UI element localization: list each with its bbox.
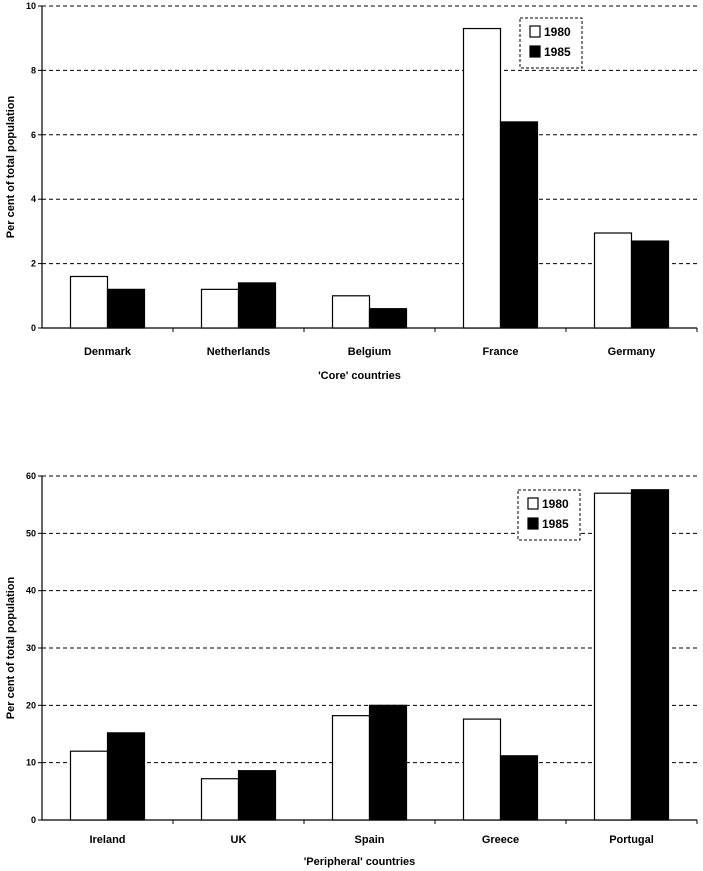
bar-1980-portugal — [593, 492, 633, 821]
bar-1980-netherlands — [200, 288, 240, 329]
category-label: Germany — [608, 346, 657, 358]
bar-1985-belgium — [368, 308, 408, 329]
y-tick-label: 0 — [31, 815, 36, 825]
y-tick-label: 8 — [31, 65, 36, 75]
bar-1980-greece — [462, 718, 502, 821]
bar-1980-belgium — [331, 295, 371, 329]
bar-1985-germany — [630, 240, 670, 329]
y-tick-label: 60 — [26, 471, 36, 481]
bar-1985-netherlands — [237, 282, 277, 329]
y-tick-label: 20 — [26, 700, 36, 710]
chart-core: 0 2 4 6 8 10 Denmark Netherlands Belgium France Ge… — [5, 1, 698, 382]
y-axis-label: Per cent of total population — [5, 577, 17, 720]
bar-1980-germany — [593, 232, 633, 329]
category-label: Belgium — [348, 346, 392, 358]
category-label: Netherlands — [207, 346, 271, 358]
bar-1980-uk — [200, 778, 240, 821]
x-axis-label: 'Core' countries — [318, 370, 401, 382]
y-tick-label: 10 — [26, 758, 36, 768]
bar-1985-portugal — [630, 489, 670, 821]
bar-1985-ireland — [106, 732, 146, 821]
bar-1985-uk — [237, 770, 277, 821]
y-tick-label: 10 — [26, 1, 36, 11]
y-tick-label: 40 — [26, 586, 36, 596]
y-tick-label: 4 — [31, 194, 36, 204]
category-label: UK — [231, 834, 247, 846]
category-label: Ireland — [89, 834, 125, 846]
chart-peripheral: 0 10 20 30 40 50 60 Ireland UK Spain Greece Portuga… — [5, 471, 698, 868]
legend-swatch — [527, 497, 539, 510]
y-tick-label: 0 — [31, 323, 36, 333]
y-tick-label: 2 — [31, 259, 36, 269]
legend-label: 1985 — [542, 517, 569, 531]
y-tick-label: 50 — [26, 528, 36, 538]
bar-1985-spain — [368, 704, 408, 821]
category-label: France — [482, 346, 518, 358]
y-axis-label: Per cent of total population — [5, 96, 17, 239]
legend-swatch — [529, 45, 541, 58]
category-label: Spain — [355, 834, 385, 846]
legend-swatch — [529, 25, 541, 38]
category-label: Greece — [482, 834, 519, 846]
bar-1980-ireland — [69, 750, 109, 821]
legend-label: 1980 — [542, 497, 569, 511]
bar-1985-denmark — [106, 288, 146, 329]
legend-swatch — [527, 517, 539, 530]
category-label: Portugal — [609, 834, 654, 846]
x-axis-label: 'Peripheral' countries — [304, 856, 416, 868]
bar-1980-denmark — [69, 275, 109, 329]
bar-1980-france — [462, 27, 502, 329]
legend-label: 1985 — [544, 45, 571, 59]
bar-1985-greece — [499, 755, 539, 821]
y-tick-label: 30 — [26, 643, 36, 653]
y-tick-label: 6 — [31, 130, 36, 140]
category-label: Denmark — [84, 346, 132, 358]
bar-1980-spain — [331, 715, 371, 821]
bar-1985-france — [499, 121, 539, 329]
legend-label: 1980 — [544, 25, 571, 39]
